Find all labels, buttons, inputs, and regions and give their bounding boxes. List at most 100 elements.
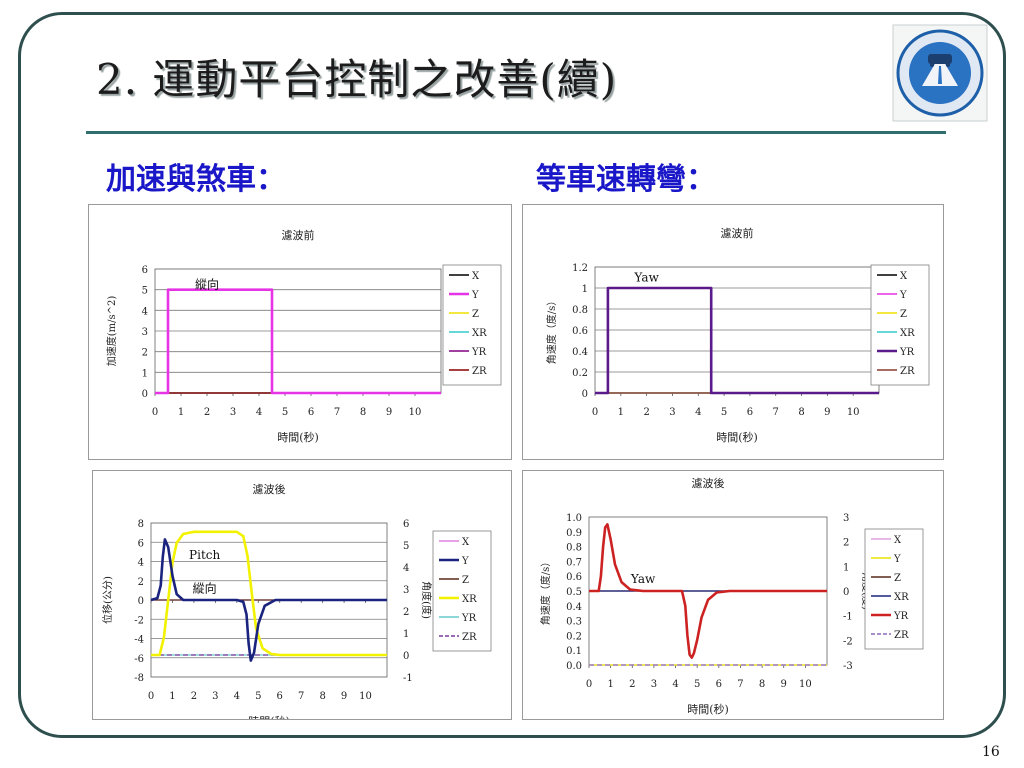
x-tick-label: 4 bbox=[695, 407, 701, 418]
x-tick-label: 7 bbox=[298, 691, 304, 702]
x-tick-label: 9 bbox=[824, 407, 830, 418]
x-tick-label: 10 bbox=[799, 679, 812, 690]
y-tick-label: 0.0 bbox=[566, 661, 582, 672]
y-tick-label: 0.8 bbox=[572, 305, 588, 316]
y-tick-label: 6 bbox=[142, 265, 148, 276]
y2-tick-label: 2 bbox=[403, 607, 409, 618]
x-tick-label: 4 bbox=[256, 407, 262, 418]
legend-label: Y bbox=[899, 290, 907, 301]
y2-tick-label: 6 bbox=[403, 519, 409, 530]
x-tick-label: 3 bbox=[230, 407, 236, 418]
y-tick-label: 0.2 bbox=[566, 631, 582, 642]
chart-title: 濾波前 bbox=[282, 228, 315, 242]
x-tick-label: 0 bbox=[592, 407, 598, 418]
y2-axis-label: 角度(度) bbox=[420, 581, 433, 619]
x-axis-label: 時間(秒) bbox=[248, 714, 290, 719]
series-line-yr bbox=[589, 523, 827, 659]
y-axis-label: 角速度（度/s） bbox=[545, 296, 558, 365]
y2-tick-label: 4 bbox=[403, 563, 409, 574]
x-tick-label: 5 bbox=[282, 407, 288, 418]
y-tick-label: 1.2 bbox=[572, 263, 588, 274]
x-tick-label: 2 bbox=[643, 407, 649, 418]
y-tick-label: 4 bbox=[138, 558, 144, 569]
x-tick-label: 3 bbox=[212, 691, 218, 702]
x-tick-label: 2 bbox=[629, 679, 635, 690]
y2-tick-label: -3 bbox=[843, 661, 853, 672]
legend-label: XR bbox=[900, 328, 915, 339]
x-tick-label: 4 bbox=[234, 691, 240, 702]
legend-label: X bbox=[462, 537, 470, 548]
legend-box bbox=[442, 264, 502, 386]
legend-box bbox=[864, 528, 924, 650]
slide-title: 2. 運動平台控制之改善(續) bbox=[96, 55, 618, 104]
legend-label: XR bbox=[472, 328, 487, 339]
legend-box bbox=[870, 264, 930, 386]
y-axis-label: 加速度(m/s^2) bbox=[105, 296, 118, 367]
y-tick-label: 0.9 bbox=[566, 528, 582, 539]
x-tick-label: 1 bbox=[618, 407, 624, 418]
legend-label: YR bbox=[893, 611, 909, 622]
legend-label: XR bbox=[894, 592, 909, 603]
chart-title: 濾波後 bbox=[253, 482, 286, 496]
y-tick-label: -4 bbox=[134, 635, 144, 646]
chart-panel-turn-before: 濾波前 0 0.2 0.4 0.6 0.8 1 1.2 0 1 2 3 4 5 6 7 8 9 10 時間(秒) 角速度… bbox=[522, 204, 944, 460]
x-tick-label: 8 bbox=[798, 407, 804, 418]
x-tick-label: 9 bbox=[341, 691, 347, 702]
y-tick-label: 0.6 bbox=[566, 572, 582, 583]
y2-tick-label: 0 bbox=[843, 587, 849, 598]
y-tick-label: 0 bbox=[582, 389, 588, 400]
y-tick-label: 8 bbox=[138, 519, 144, 530]
x-tick-label: 8 bbox=[759, 679, 765, 690]
x-tick-label: 5 bbox=[721, 407, 727, 418]
y-tick-label: 5 bbox=[142, 286, 148, 297]
legend-label: Z bbox=[462, 575, 469, 586]
y2-tick-label: 3 bbox=[403, 585, 409, 596]
y-tick-label: 0.7 bbox=[566, 557, 582, 568]
y2-tick-label: -1 bbox=[403, 673, 413, 684]
y-tick-label: 0 bbox=[142, 389, 148, 400]
title-divider bbox=[86, 131, 946, 134]
chart-turn-before: 濾波前 0 0.2 0.4 0.6 0.8 1 1.2 0 1 2 3 4 5 6 7 8 9 10 時間(秒) 角速度… bbox=[545, 226, 930, 444]
y-tick-label: 0.5 bbox=[566, 587, 582, 598]
y2-tick-label: 1 bbox=[403, 629, 409, 640]
x-tick-label: 6 bbox=[308, 407, 314, 418]
legend-box bbox=[432, 530, 492, 652]
legend-label: YR bbox=[471, 347, 487, 358]
y-tick-label: 0.8 bbox=[566, 543, 582, 554]
legend-label: ZR bbox=[900, 366, 915, 377]
x-tick-label: 6 bbox=[277, 691, 283, 702]
x-axis-label: 時間(秒) bbox=[277, 430, 319, 444]
x-tick-label: 2 bbox=[191, 691, 197, 702]
y-tick-label: -8 bbox=[134, 673, 144, 684]
y-tick-label: 0.2 bbox=[572, 368, 588, 379]
x-tick-label: 0 bbox=[586, 679, 592, 690]
x-tick-label: 8 bbox=[319, 691, 325, 702]
x-tick-label: 7 bbox=[773, 407, 779, 418]
x-tick-label: 10 bbox=[359, 691, 372, 702]
y-axis-label: 位移(公分) bbox=[101, 576, 114, 624]
y-tick-label: 1 bbox=[142, 368, 148, 379]
series-line-xr bbox=[151, 530, 387, 657]
chart-panel-accel-after: 濾波後 -8 -6 -4 -2 0 2 4 6 8 0 1 2 3 4 5 6 7 8 9 10 -1 0 1 2 3 4 5 6 時間(… bbox=[92, 470, 512, 720]
y-tick-label: 2 bbox=[138, 577, 144, 588]
legend-label: ZR bbox=[894, 630, 909, 641]
research-center-logo bbox=[892, 24, 988, 122]
x-tick-label: 8 bbox=[360, 407, 366, 418]
slide-frame bbox=[18, 12, 1006, 738]
x-tick-label: 5 bbox=[255, 691, 261, 702]
chart-panel-turn-after: 濾波後 0.0 0.1 0.2 0.3 0.4 0.5 0.6 0.7 0.8 0.9 1.0 0 1 2 3… bbox=[522, 470, 944, 720]
legend-label: YR bbox=[461, 613, 477, 624]
y-tick-label: 0 bbox=[138, 596, 144, 607]
annotation-label: Yaw bbox=[633, 271, 659, 285]
legend-label: Y bbox=[471, 290, 479, 301]
legend-label: XR bbox=[462, 594, 477, 605]
left-section-heading: 加速與煞車： bbox=[106, 162, 286, 197]
series-line-yr bbox=[595, 286, 879, 395]
x-tick-label: 0 bbox=[152, 407, 158, 418]
chart-title: 濾波後 bbox=[692, 476, 725, 490]
x-tick-label: 10 bbox=[847, 407, 860, 418]
y-tick-label: -2 bbox=[134, 615, 144, 626]
x-tick-label: 2 bbox=[204, 407, 210, 418]
chart-turn-after: 濾波後 0.0 0.1 0.2 0.3 0.4 0.5 0.6 0.7 0.8 0.9 1.0 0 1 2 3… bbox=[539, 476, 924, 716]
y2-tick-label: -2 bbox=[843, 636, 853, 647]
